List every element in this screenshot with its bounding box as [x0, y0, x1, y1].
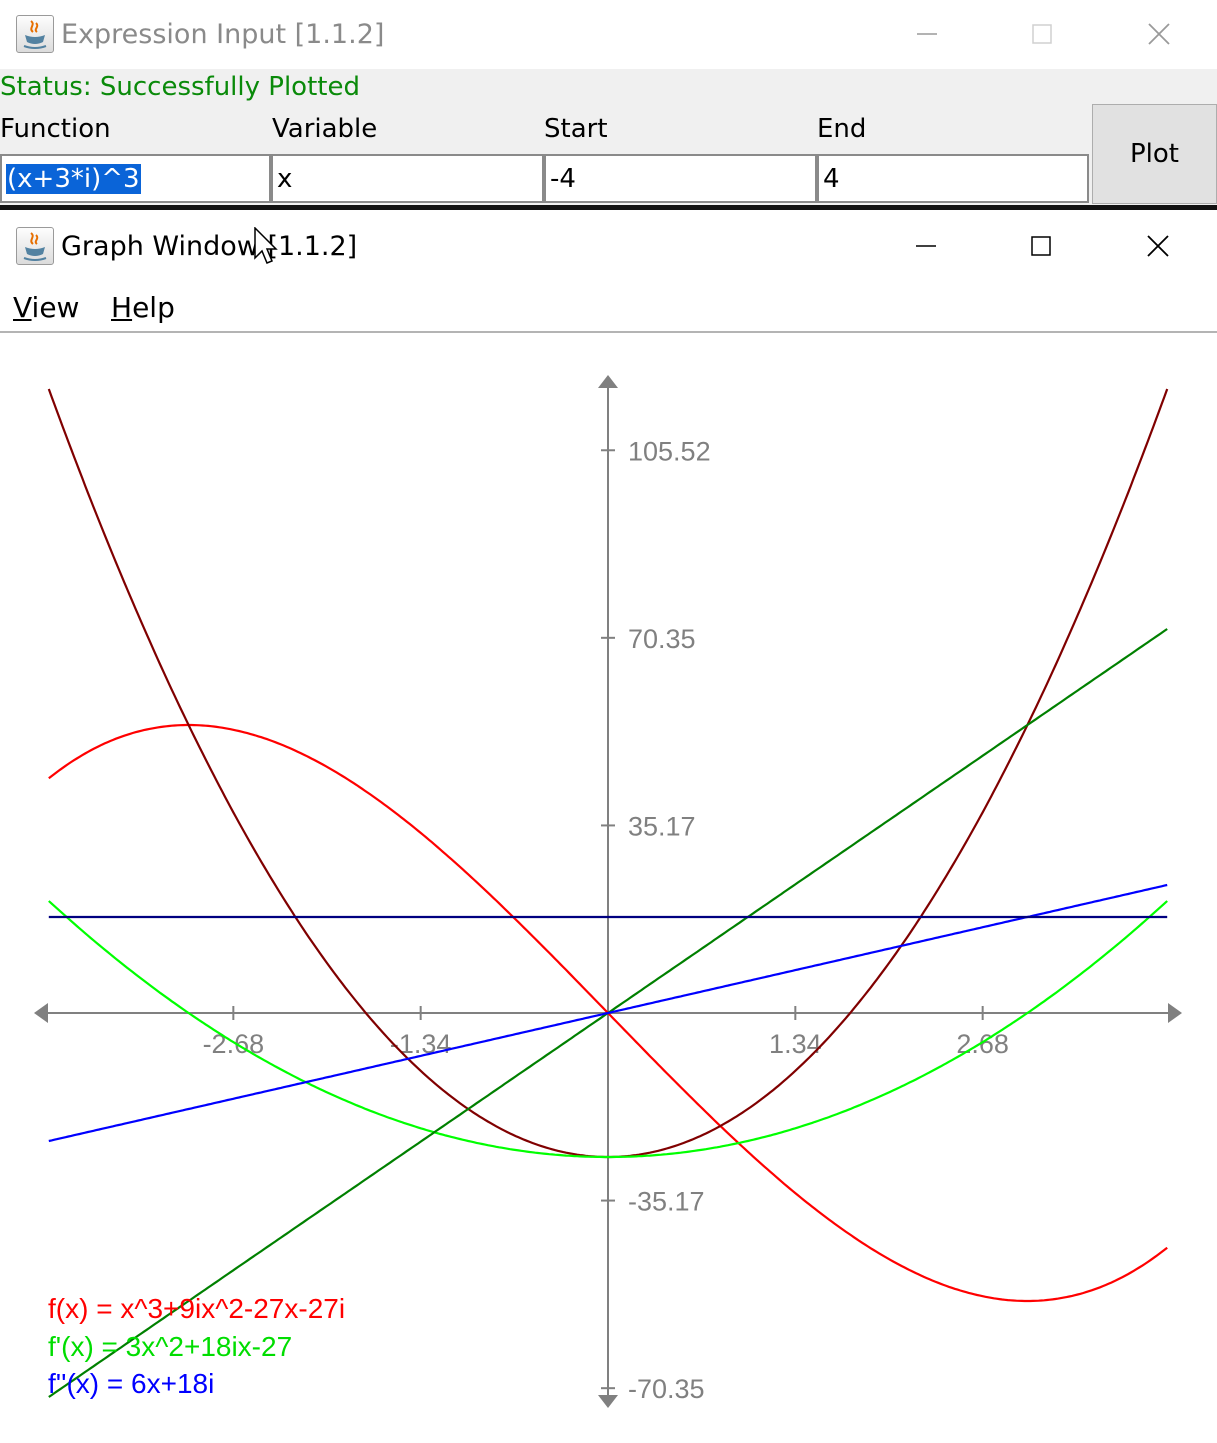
legend-f-prime: f'(x) = 3x^2+18ix-27 [48, 1331, 292, 1363]
variable-input[interactable]: x [271, 154, 544, 203]
function-input-selected-text: (x+3*i)^3 [6, 163, 141, 194]
plot-button[interactable]: Plot [1092, 104, 1217, 204]
y-tick-label-0: 105.52 [628, 436, 711, 466]
legend-f-prime-text: f'(x) = 3x^2+18ix-27 [48, 1331, 293, 1362]
y-axis-top-arrow [598, 375, 618, 388]
java-icon [16, 15, 54, 53]
expression-input-window: Expression Input [1.1.2] Status: Success… [0, 0, 1217, 208]
legend-f: f(x) = x^3+9ix^2-27x-27i [48, 1293, 345, 1325]
menu-view-label: iew [31, 291, 80, 324]
legend-f-text: f(x) = x^3+9ix^2-27x-27i [48, 1293, 346, 1324]
variable-column-label: Variable [272, 114, 378, 144]
y-axis-bottom-arrow [598, 1395, 618, 1408]
start-input[interactable]: -4 [544, 154, 817, 203]
legend-f-double-prime-text: f''(x) = 6x+18i [48, 1368, 215, 1399]
variable-input-value: x [277, 163, 293, 194]
close-button[interactable] [1138, 226, 1178, 266]
function-column-label: Function [0, 114, 111, 144]
maximize-button[interactable] [1022, 14, 1062, 54]
minimize-button[interactable] [906, 226, 946, 266]
legend-f-double-prime: f''(x) = 6x+18i [48, 1368, 214, 1400]
menu-separator [0, 331, 1217, 333]
x-axis-left-arrow [34, 1003, 48, 1023]
status-message: Status: Successfully Plotted [0, 72, 360, 102]
y-tick-label-1: 70.35 [628, 624, 696, 654]
menu-help-mnemonic: H [111, 291, 133, 324]
expression-window-title: Expression Input [1.1.2] [61, 19, 385, 50]
y-tick-label-2: 35.17 [628, 811, 696, 841]
y-tick-label-4: -70.35 [628, 1374, 705, 1404]
end-input[interactable]: 4 [817, 154, 1089, 203]
maximize-button[interactable] [1021, 226, 1061, 266]
menu-view[interactable]: View [13, 291, 79, 324]
x-tick-label-1: -1.34 [390, 1029, 452, 1059]
x-axis-right-arrow [1168, 1003, 1182, 1023]
series-line-4 [48, 883, 1168, 1143]
expression-window-titlebar[interactable]: Expression Input [1.1.2] [0, 0, 1217, 69]
menu-help[interactable]: Help [111, 291, 175, 324]
close-button[interactable] [1139, 14, 1179, 54]
mouse-cursor-icon [254, 227, 278, 264]
x-tick-label-3: 2.68 [956, 1029, 1009, 1059]
series-line-2 [48, 900, 1168, 1159]
menu-view-mnemonic: V [13, 291, 32, 324]
window-border [0, 205, 1217, 210]
minimize-button[interactable] [907, 14, 947, 54]
end-input-value: 4 [823, 163, 840, 194]
end-column-label: End [817, 114, 867, 144]
java-icon [16, 227, 54, 265]
graph-window-titlebar[interactable]: Graph Window [1.1.2] [0, 210, 1217, 282]
function-input[interactable]: (x+3*i)^3 [0, 154, 271, 203]
start-column-label: Start [544, 114, 608, 144]
menu-help-label: elp [132, 291, 175, 324]
graph-window-title: Graph Window [1.1.2] [61, 230, 358, 262]
start-input-value: -4 [550, 163, 576, 194]
y-tick-label-3: -35.17 [628, 1187, 705, 1217]
menu-bar: View Help [0, 283, 1217, 331]
